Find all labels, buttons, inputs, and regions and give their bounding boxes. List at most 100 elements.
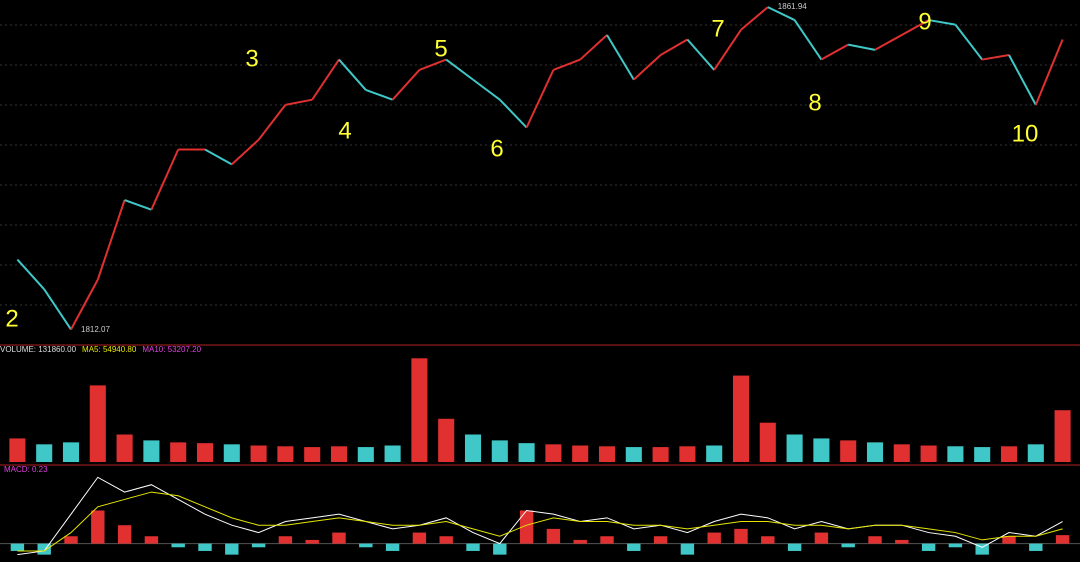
macd-bar — [895, 539, 909, 544]
wave-label: 7 — [711, 15, 724, 42]
price-segment — [901, 19, 930, 36]
macd-bar — [1029, 543, 1043, 551]
macd-bar — [948, 543, 963, 548]
macd-bar — [519, 510, 534, 544]
volume-bar — [62, 442, 80, 462]
macd-bar — [493, 543, 507, 555]
volume-bar — [786, 434, 803, 462]
volume-bar — [598, 446, 616, 462]
macd-bar — [680, 543, 695, 555]
macd-bar — [359, 543, 373, 548]
macd-bar — [144, 536, 159, 544]
macd-bar — [37, 543, 51, 555]
high-label: 1861.94 — [778, 2, 807, 11]
macd-bar — [198, 543, 212, 551]
macd-bar — [1002, 536, 1016, 544]
volume-bar — [625, 447, 642, 462]
volume-bar — [813, 438, 830, 462]
volume-bar — [36, 444, 53, 462]
macd-bar — [975, 543, 989, 555]
volume-bar — [893, 444, 910, 462]
wave-label: 6 — [490, 135, 503, 162]
volume-bar — [464, 434, 482, 462]
volume-bar — [170, 442, 187, 462]
volume-bar — [545, 444, 562, 462]
volume-bar — [759, 422, 776, 462]
price-segment — [579, 34, 608, 61]
macd-bar — [787, 543, 802, 551]
volume-bar — [974, 447, 991, 462]
price-segment — [686, 38, 715, 71]
price-segment — [660, 38, 688, 56]
volume-bar — [304, 447, 321, 462]
volume-bar — [679, 446, 696, 462]
macd-bar — [225, 543, 239, 555]
price-segment — [606, 34, 635, 81]
macd-bar — [600, 536, 614, 544]
volume-bar — [196, 443, 214, 462]
price-segment — [391, 69, 421, 101]
price-segment — [1034, 39, 1064, 106]
price-segment — [793, 19, 823, 61]
volume-bar — [491, 440, 508, 462]
price-segment — [204, 148, 233, 166]
macd-bar — [761, 536, 775, 544]
macd-bar — [10, 543, 25, 551]
low-label: 1812.07 — [81, 325, 110, 334]
macd-bar — [278, 536, 293, 544]
price-segment — [553, 58, 581, 71]
macd-bar — [921, 543, 936, 551]
macd-bar — [171, 543, 185, 548]
volume-bar — [920, 445, 937, 462]
macd-line — [17, 491, 1063, 552]
macd-bar — [439, 536, 453, 544]
price-segment — [982, 54, 1010, 61]
volume-bar — [1054, 410, 1071, 462]
wave-label: 4 — [338, 117, 351, 144]
price-segment — [525, 69, 555, 128]
price-segment — [70, 279, 99, 330]
macd-bar — [305, 539, 319, 544]
macd-bar — [734, 528, 748, 544]
macd-bar — [64, 536, 78, 544]
macd-bar — [546, 528, 561, 544]
macd-bar — [841, 543, 855, 548]
wave-label: 5 — [434, 35, 447, 62]
price-segment — [365, 89, 393, 101]
price-segment — [767, 6, 796, 21]
volume-bar — [9, 438, 26, 462]
volume-bar — [840, 440, 857, 462]
price-segment — [713, 29, 742, 71]
volume-bar — [384, 445, 401, 462]
macd-label: MACD: 0.23 — [4, 465, 48, 474]
macd-bar — [91, 510, 105, 544]
wave-label: 2 — [5, 305, 18, 332]
volume-bar — [732, 375, 750, 462]
volume-bar — [1000, 446, 1018, 462]
volume-bar — [330, 446, 348, 462]
price-segment — [954, 23, 983, 61]
volume-bar — [89, 385, 106, 462]
price-segment — [928, 19, 956, 26]
volume-bar — [706, 445, 723, 462]
wave-label: 10 — [1012, 120, 1039, 147]
macd-bar — [573, 539, 587, 544]
volume-bar — [277, 446, 294, 462]
wave-label: 3 — [245, 45, 258, 72]
price-segment — [874, 34, 903, 51]
price-segment — [419, 58, 447, 71]
volume-bar — [866, 442, 884, 462]
price-segment — [311, 58, 340, 101]
volume-bar — [518, 443, 535, 462]
price-segment — [445, 58, 474, 81]
price-segment — [43, 288, 72, 331]
volume-bar — [1027, 444, 1044, 462]
price-segment — [257, 104, 287, 141]
macd-bar — [466, 543, 480, 551]
macd-bar — [1055, 535, 1070, 544]
volume-bar — [438, 418, 455, 462]
volume-bar — [357, 447, 374, 462]
macd-bar — [707, 532, 721, 544]
price-segment — [499, 98, 528, 129]
price-segment — [848, 43, 876, 51]
